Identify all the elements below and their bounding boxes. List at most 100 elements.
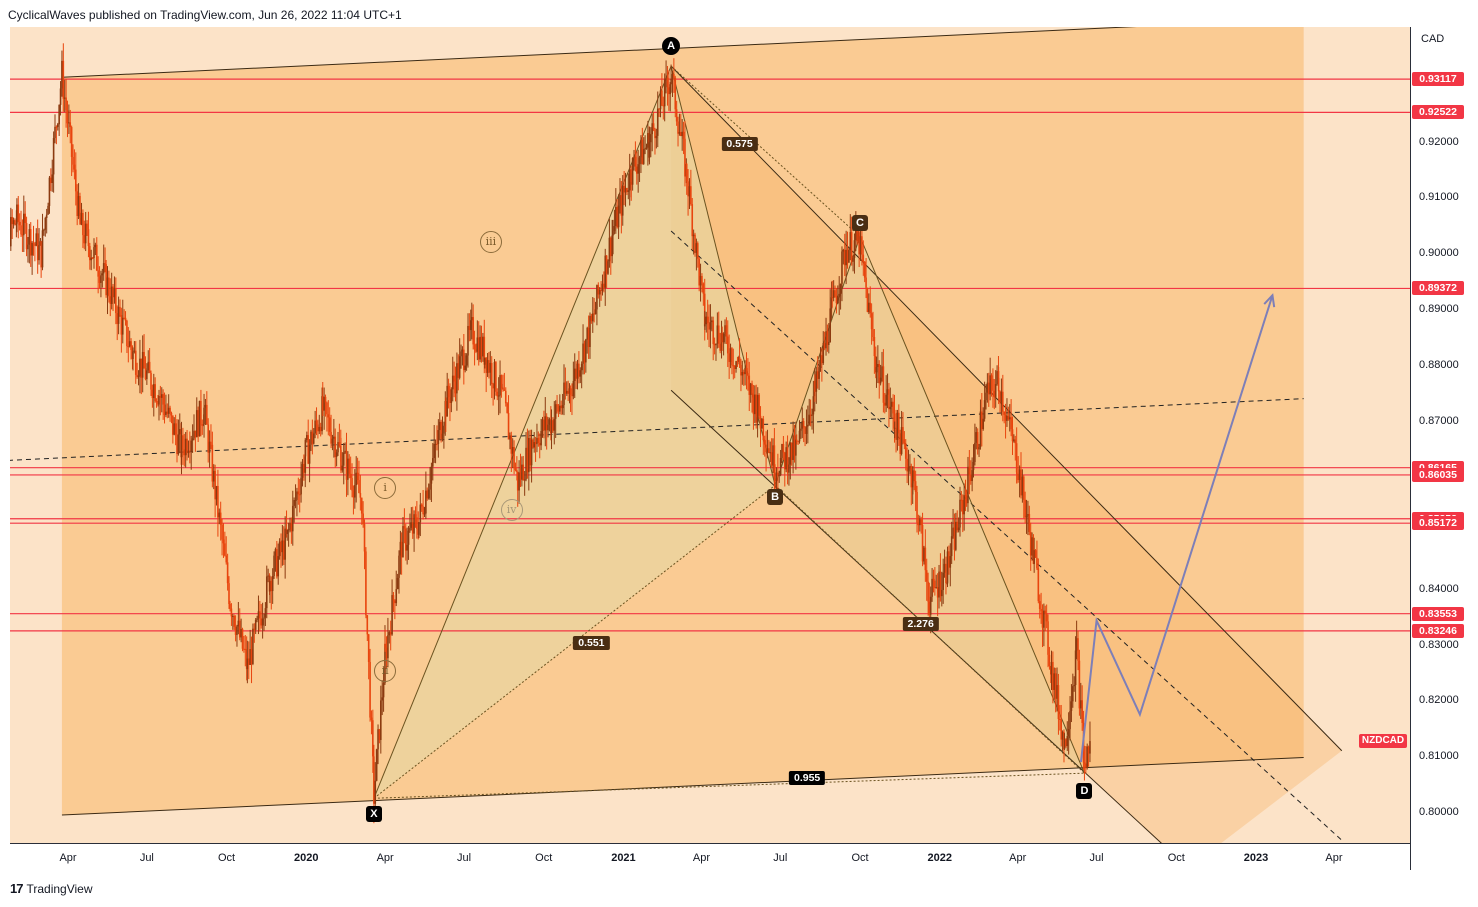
- candle-body: [392, 595, 395, 601]
- leg-xb-dotted: [373, 484, 776, 799]
- candle-body: [712, 320, 715, 344]
- candle-body: [207, 424, 210, 453]
- candle-body: [711, 320, 713, 323]
- candle-body: [271, 576, 274, 592]
- candle-body: [1033, 550, 1035, 564]
- candle-body: [688, 186, 691, 197]
- candle-body: [384, 643, 386, 648]
- candle-body: [938, 571, 940, 598]
- candle-body: [176, 434, 178, 455]
- candle-body: [174, 423, 177, 435]
- candle-body: [528, 437, 530, 473]
- candle-body: [513, 446, 515, 469]
- candle-body: [331, 438, 334, 444]
- candle-body: [154, 384, 156, 402]
- candle-body: [468, 325, 471, 331]
- candle-body: [382, 683, 385, 698]
- candle-body: [948, 551, 950, 568]
- candle-body: [523, 479, 526, 481]
- candle-body: [841, 251, 843, 284]
- candle-body: [609, 237, 612, 257]
- candle-body: [443, 425, 445, 434]
- candle-body: [1008, 417, 1011, 420]
- candle-body: [167, 407, 170, 414]
- candle-body: [516, 471, 519, 491]
- y-tick-label: 0.91000: [1419, 191, 1459, 204]
- candle-body: [173, 423, 176, 435]
- candle-body: [756, 394, 759, 418]
- candle-body: [79, 218, 81, 225]
- candle-body: [540, 430, 542, 446]
- candle-body: [979, 411, 982, 448]
- candle-body: [334, 436, 337, 458]
- candle-body: [464, 365, 467, 371]
- candle-body: [597, 285, 600, 295]
- leg-xd-dotted: [373, 772, 1085, 799]
- candle-body: [453, 375, 455, 382]
- candle-body: [634, 156, 637, 167]
- candle-body: [669, 84, 672, 95]
- candle-body: [215, 485, 218, 500]
- candle-body: [108, 277, 110, 297]
- y-tick-label: 0.89000: [1419, 303, 1459, 316]
- candle-body: [457, 363, 460, 378]
- candle-body: [805, 426, 808, 434]
- candle-body: [123, 317, 125, 319]
- candle-body: [717, 325, 720, 344]
- candle-body: [786, 447, 789, 473]
- candle-body: [725, 325, 728, 337]
- candle-body: [877, 363, 879, 368]
- chart-plot-area[interactable]: X A B C D 0.551 0.575 2.276 0.955 i ii iii iv: [10, 27, 1410, 843]
- time-axis[interactable]: Apr Jul Oct 2020 Apr Jul Oct 2021 Apr Jul Oct 2022 A…: [10, 843, 1410, 871]
- candle-body: [814, 380, 816, 392]
- candle-body: [1045, 613, 1048, 622]
- candle-body: [136, 374, 138, 377]
- x-tick-label: Jul: [456, 852, 472, 864]
- candle-body: [1059, 719, 1061, 721]
- candle-body: [233, 615, 235, 627]
- candle-body: [719, 343, 721, 351]
- candle-body: [663, 79, 666, 107]
- candle-body: [507, 412, 510, 440]
- candle-body: [476, 337, 479, 352]
- price-axis[interactable]: CAD 0.92000 0.91000 0.90000 0.89000 0.88000 0…: [1410, 27, 1478, 870]
- candle-body: [946, 551, 949, 583]
- candle-body: [815, 371, 818, 392]
- candle-body: [978, 447, 980, 450]
- channel-lower-line: [61, 756, 1304, 816]
- candle-body: [684, 138, 686, 177]
- candle-body: [204, 404, 207, 408]
- candle-body: [598, 289, 601, 295]
- candle-body: [277, 556, 280, 577]
- candle-body: [685, 164, 688, 182]
- projection-path: [1079, 294, 1274, 763]
- candle-body: [410, 522, 413, 528]
- candle-body: [590, 315, 593, 322]
- candle-body: [825, 331, 827, 349]
- candle-body: [463, 349, 465, 371]
- candle-body: [257, 611, 260, 619]
- x-tick-label: Jul: [139, 852, 154, 864]
- candle-body: [134, 350, 137, 375]
- candle-body: [802, 420, 805, 428]
- candle-body: [751, 383, 753, 395]
- candle-body: [855, 228, 857, 241]
- candle-body: [366, 615, 369, 635]
- candle-body: [28, 229, 31, 245]
- candle-body: [253, 628, 256, 630]
- candle-body: [14, 220, 16, 225]
- candle-body: [482, 336, 484, 357]
- candle-body: [772, 445, 774, 466]
- candle-body: [866, 287, 869, 312]
- candle-body: [769, 452, 772, 454]
- candle-body: [367, 634, 370, 662]
- candle-body: [521, 464, 523, 480]
- level-badge-0.83553: 0.83553: [1412, 606, 1464, 621]
- candle-body: [959, 499, 961, 528]
- candle-body: [949, 556, 952, 568]
- candle-body: [879, 377, 882, 384]
- candle-body: [537, 437, 540, 443]
- desc-channel-upper-line: [670, 65, 1343, 752]
- candle-body: [858, 232, 860, 255]
- candle-body: [804, 427, 806, 434]
